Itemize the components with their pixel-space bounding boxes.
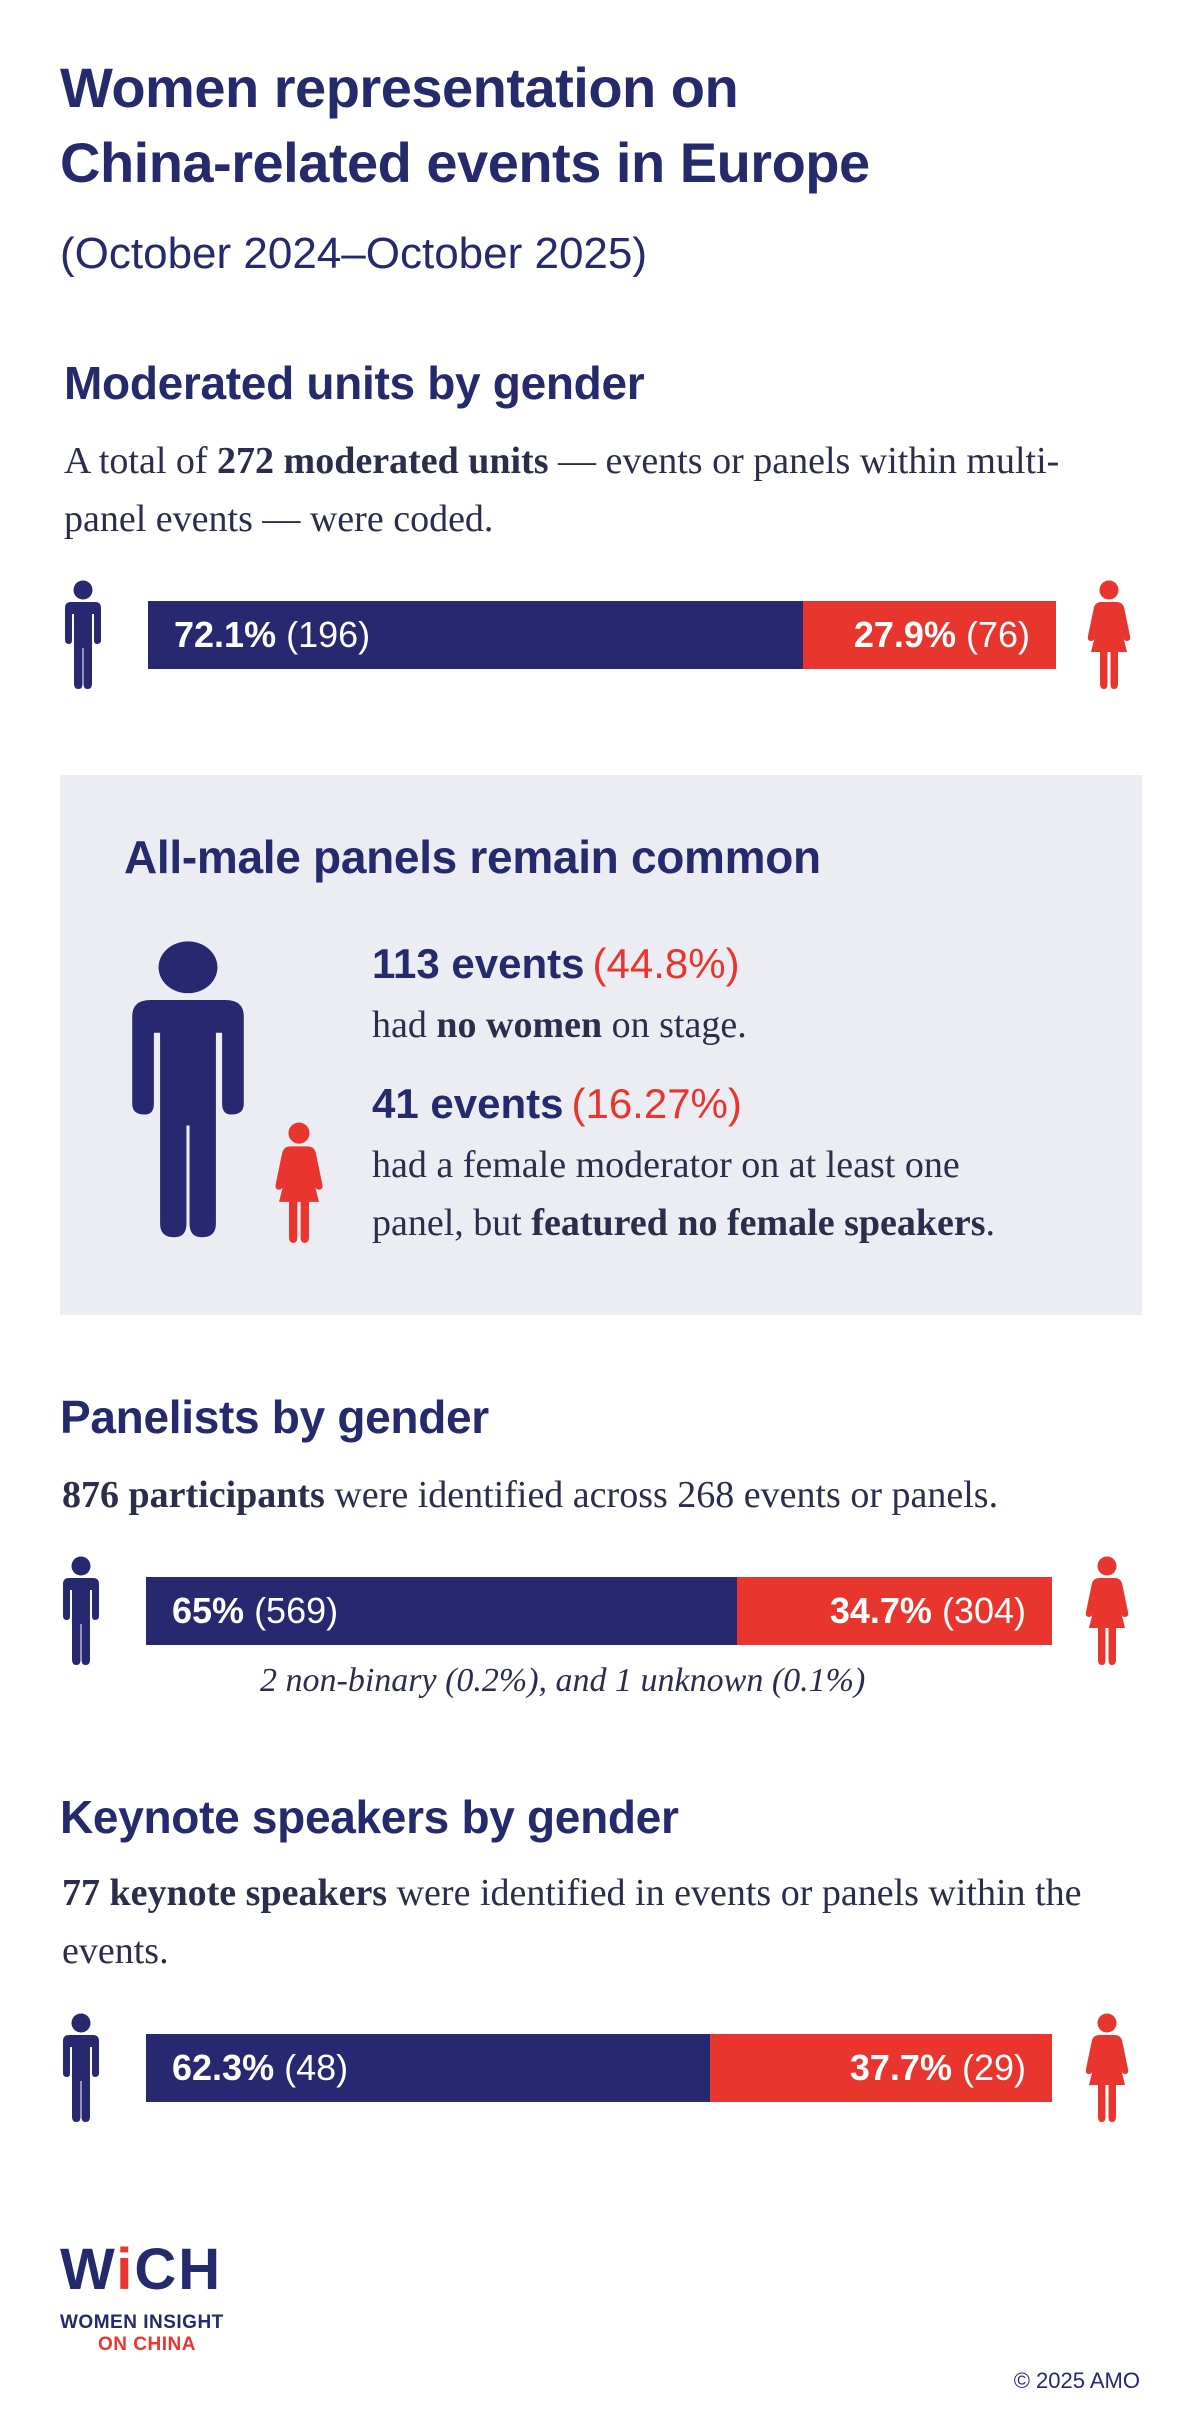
- copyright: © 2025 AMO: [1013, 2368, 1140, 2393]
- panelists-note: 2 non-binary (0.2%), and 1 unknown (0.1%…: [260, 1662, 866, 1699]
- moderated-description: A total of 272 moderated units — events …: [64, 440, 1060, 540]
- keynote-description: 77 keynote speakers were identified in e…: [62, 1872, 1082, 1972]
- stat-no-women-text: had no women on stage.: [372, 1004, 747, 1046]
- page-subtitle: (October 2024–October 2025): [60, 229, 648, 278]
- keynote-bar: 62.3% (48) 37.7% (29): [146, 2034, 1052, 2102]
- female-bar-segment: 34.7% (304): [736, 1577, 1052, 1645]
- male-icon: [61, 1556, 101, 1666]
- panelists-heading: Panelists by gender: [60, 1391, 489, 1443]
- all-male-heading: All-male panels remain common: [124, 831, 821, 883]
- female-icon: [1085, 2013, 1129, 2123]
- logo-wordmark: WiCH: [60, 2237, 223, 2302]
- bar-count-label: (304): [941, 1590, 1026, 1631]
- bar-count-label: (569): [254, 1590, 339, 1631]
- panelists-description: 876 participants were identified across …: [62, 1474, 999, 1516]
- bar-percent-label: 72.1%: [174, 614, 277, 655]
- bar-count-label: (29): [961, 2047, 1026, 2088]
- moderated-bar: 72.1% (196) 27.9% (76): [148, 601, 1056, 669]
- bar-percent-label: 37.7%: [849, 2047, 952, 2088]
- bar-count-label: (48): [284, 2047, 349, 2088]
- stat-female-moderator-text: had a female moderator on at least one p…: [372, 1144, 996, 1244]
- female-icon: [1087, 580, 1131, 690]
- keynote-heading: Keynote speakers by gender: [60, 1791, 679, 1843]
- moderated-heading: Moderated units by gender: [64, 357, 645, 409]
- stat-female-moderator-percent: (16.27%): [571, 1080, 742, 1127]
- stat-female-moderator: 41 events (16.27%) had a female moderator…: [372, 1080, 995, 1252]
- male-icon: [63, 580, 103, 690]
- wich-logo: WiCH WOMEN INSIGHT ON CHINA: [60, 2240, 224, 2356]
- male-icon: [61, 2013, 101, 2123]
- female-bar-segment: 37.7% (29): [710, 2034, 1052, 2102]
- small-female-icon: [266, 1122, 332, 1244]
- logo-tagline-2: ON CHINA: [98, 2334, 196, 2355]
- stat-female-moderator-count: 41 events: [372, 1080, 564, 1127]
- stat-no-women-count: 113 events: [372, 940, 585, 987]
- stat-no-women: 113 events (44.8%) had no women on stage.: [372, 940, 747, 1054]
- male-bar-segment: 72.1% (196): [148, 601, 803, 669]
- male-bar-segment: 62.3% (48): [146, 2034, 711, 2102]
- bar-percent-label: 62.3%: [172, 2047, 275, 2088]
- bar-count-label: (76): [965, 614, 1030, 655]
- title-line-1: Women representation on: [60, 56, 739, 119]
- panelists-bar: 65% (569) 34.7% (304): [146, 1577, 1052, 1645]
- bar-percent-label: 65%: [172, 1590, 245, 1631]
- logo-tagline-1: WOMEN INSIGHT: [60, 2312, 224, 2333]
- bar-count-label: (196): [286, 614, 371, 655]
- stat-no-women-percent: (44.8%): [592, 940, 740, 987]
- female-bar-segment: 27.9% (76): [802, 601, 1056, 669]
- page-title: Women representation on China-related ev…: [60, 50, 870, 200]
- large-male-icon: [126, 940, 250, 1240]
- bar-percent-label: 27.9%: [853, 614, 956, 655]
- bar-percent-label: 34.7%: [829, 1590, 932, 1631]
- title-line-2: China-related events in Europe: [60, 131, 870, 194]
- female-icon: [1085, 1556, 1129, 1666]
- male-bar-segment: 65% (569): [146, 1577, 737, 1645]
